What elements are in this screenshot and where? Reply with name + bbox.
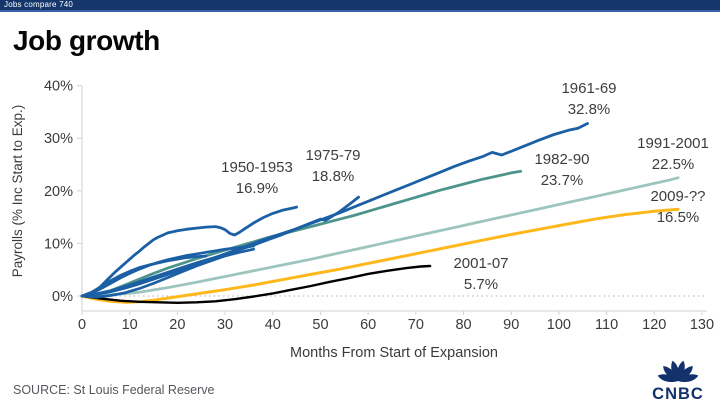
series-line-2001-07 [80,264,432,304]
x-tick-label: 90 [503,317,519,333]
x-tick-label: 0 [78,317,86,333]
y-tick-label: 10% [44,236,73,252]
series-line-1961-69 [80,122,589,298]
x-tick-label: 80 [455,317,471,333]
annotation-1975-79: 1975-79 18.8% [305,145,360,187]
chart-series [80,122,680,304]
annotation-value-label: 16.9% [235,180,279,197]
annotation-range-label: 1982-90 [534,151,590,168]
annotation-value-label: 5.7% [463,276,499,293]
annotation-range-label: 1961-69 [561,80,617,97]
series-line-1982-90 [80,169,523,298]
y-axis-title: Payrolls (% Inc Start to Exp.) [10,105,25,278]
annotation-range-label: 2009-?? [650,188,706,205]
series-line-1950-1953 [80,205,299,298]
y-tick-label: 0% [52,289,73,305]
x-tick-label: 110 [595,317,618,333]
y-tick-label: 30% [44,131,73,147]
annotation-1982-90: 1982-90 23.7% [534,149,589,191]
x-tick-label: 130 [690,317,714,333]
source-credit: SOURCE: St Louis Federal Reserve [13,383,215,397]
annotation-1950-1953: 1950-1953 16.9% [221,157,293,199]
annotation-range-label: 1950-1953 [221,159,293,176]
top-bar-label: Jobs compare 740 [4,0,74,9]
annotation-value-label: 16.5% [656,209,700,226]
y-tick-label: 20% [44,184,73,200]
annotation-range-label: 1975-79 [305,147,361,164]
page-title: Job growth [13,25,160,56]
annotation-range-label: 2001-07 [453,255,509,272]
annotation-value-label: 18.8% [311,168,355,185]
series-line-1991-2001 [80,176,680,298]
x-tick-label: 60 [360,317,376,333]
x-tick-label: 40 [265,317,281,333]
cnbc-logo-text: CNBC [652,385,704,402]
annotation-value-label: 32.8% [567,101,611,118]
x-tick-label: 10 [122,317,138,333]
x-tick-label: 120 [642,317,666,333]
x-tick-label: 30 [217,317,233,333]
annotation-1961-69: 1961-69 32.8% [561,78,616,120]
x-tick-label: 50 [312,317,328,333]
y-tick-label: 40% [44,79,73,95]
annotation-1991-2001: 1991-2001 22.5% [637,133,709,175]
series-line-1970-73 [80,247,256,299]
annotation-value-label: 22.5% [651,156,695,173]
x-tick-label: 100 [547,317,571,333]
x-axis-title: Months From Start of Expansion [290,345,498,361]
cnbc-logo: CNBC [642,354,712,403]
x-tick-label: 20 [169,317,185,333]
series-line-1975-79 [80,195,361,298]
annotation-value-label: 23.7% [540,172,584,189]
annotation-range-label: 1991-2001 [637,135,709,152]
annotation-2009-ongoing: 2009-?? 16.5% [650,186,705,228]
cnbc-peacock-icon: CNBC [652,360,704,403]
top-bar: Jobs compare 740 [0,0,720,12]
annotation-2001-07: 2001-07 5.7% [453,253,508,295]
x-tick-label: 70 [408,317,424,333]
